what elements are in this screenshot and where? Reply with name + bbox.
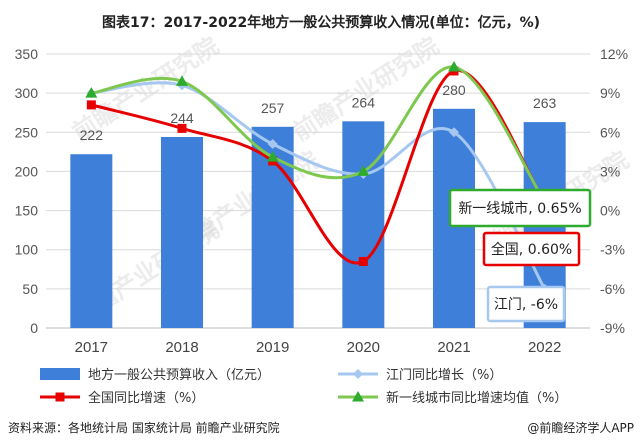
data-point-tier1 — [448, 61, 460, 72]
brand-label: @前瞻经济学人APP — [527, 420, 634, 435]
legend-item: 江门同比增长（%） — [338, 368, 502, 383]
data-point-tier1 — [266, 151, 279, 162]
data-point-tier1 — [85, 87, 98, 98]
right-axis-tick-label: -6% — [600, 281, 625, 297]
legend-item: 地方一般公共预算收入（亿元） — [40, 367, 270, 383]
callout-box — [482, 231, 581, 267]
x-axis-tick-label: 2022 — [528, 339, 561, 356]
callout-label: 新一线城市, 0.65% — [458, 200, 581, 217]
data-point-national — [358, 256, 368, 266]
left-axis-tick-label: 250 — [15, 124, 39, 140]
callout-tier1: 新一线城市, 0.65% — [448, 188, 592, 228]
bar-value-label: 222 — [80, 127, 104, 143]
right-axis-tick-label: 3% — [600, 163, 620, 179]
grid-lines — [46, 53, 590, 290]
x-axis-tick-label: 2021 — [437, 339, 470, 356]
series-tier1 — [85, 61, 551, 207]
left-axis-tick-label: 300 — [15, 85, 39, 101]
data-point-national — [86, 100, 96, 110]
legend-label: 全国同比增速（%） — [88, 390, 204, 406]
data-point-tier1 — [176, 75, 188, 86]
right-axis-tick-label: -9% — [600, 320, 625, 336]
left-axis-tick-label: 0 — [30, 320, 38, 336]
right-axis-tick-label: 6% — [600, 124, 620, 140]
legend-marker — [55, 392, 65, 402]
line-series — [85, 61, 551, 294]
legend-item: 全国同比增速（%） — [40, 390, 204, 406]
data-point-jiangmen — [267, 139, 278, 150]
left-axis-tick-label: 100 — [15, 242, 39, 258]
legend-label: 江门同比增长（%） — [386, 368, 502, 383]
data-point-national — [177, 123, 187, 133]
bar-value-label: 280 — [442, 82, 466, 98]
data-labels: 222 244 257 264 280 263 — [80, 82, 557, 143]
x-axis-tick-label: 2018 — [165, 339, 198, 356]
callout-label: 全国, 0.60% — [491, 241, 572, 258]
left-axis-tick-label: 50 — [22, 281, 38, 297]
left-axis-tick-label: 200 — [15, 163, 39, 179]
bar-value-label: 257 — [261, 100, 285, 116]
legend-label: 地方一般公共预算收入（亿元） — [88, 367, 270, 383]
axes: 0 -9% 50 -6% 100 -3% 150 0% 200 3% 250 6% 300 9% 350 12… — [15, 46, 628, 356]
source-note: 资料来源：各地统计局 国家统计局 前瞻产业研究院 — [8, 420, 280, 435]
callout-box — [486, 285, 566, 323]
right-axis-tick-label: 0% — [600, 203, 620, 219]
left-axis-tick-label: 350 — [15, 46, 39, 62]
x-axis-tick-label: 2019 — [256, 339, 289, 356]
callout-national: 全国, 0.60% — [482, 231, 581, 267]
x-axis-tick-label: 2020 — [347, 339, 380, 356]
bar — [70, 154, 113, 328]
bar-value-label: 264 — [352, 94, 376, 110]
legend-marker — [353, 369, 363, 379]
callouts: 新一线城市, 0.65% 全国, 0.60% 江门, -6% — [448, 188, 592, 323]
bar — [161, 136, 203, 328]
chart-title: 图表17：2017-2022年地方一般公共预算收入情况(单位：亿元，%) — [102, 14, 540, 31]
bar-value-label: 244 — [170, 110, 194, 126]
data-point-tier1 — [357, 165, 370, 176]
legend-swatch — [40, 368, 80, 380]
right-axis-tick-label: 9% — [600, 85, 620, 101]
bar — [342, 121, 385, 328]
callout-jiangmen: 江门, -6% — [486, 285, 566, 323]
legend: 地方一般公共预算收入（亿元） 江门同比增长（%） 全国同比增速（%） 新一线城市同比增… — [40, 367, 567, 406]
legend-item: 新一线城市同比增速均值（%） — [338, 390, 567, 406]
legend-label: 新一线城市同比增速均值（%） — [386, 390, 567, 406]
left-axis-tick-label: 150 — [15, 203, 39, 219]
data-point-jiangmen — [449, 127, 459, 138]
x-axis-tick-label: 2017 — [75, 339, 108, 356]
callout-box — [448, 188, 592, 228]
right-axis-tick-label: -3% — [600, 242, 625, 258]
bar-value-label: 263 — [533, 95, 557, 111]
legend-marker — [352, 391, 364, 402]
callout-label: 江门, -6% — [494, 297, 558, 313]
right-axis-tick-label: 12% — [600, 46, 628, 62]
